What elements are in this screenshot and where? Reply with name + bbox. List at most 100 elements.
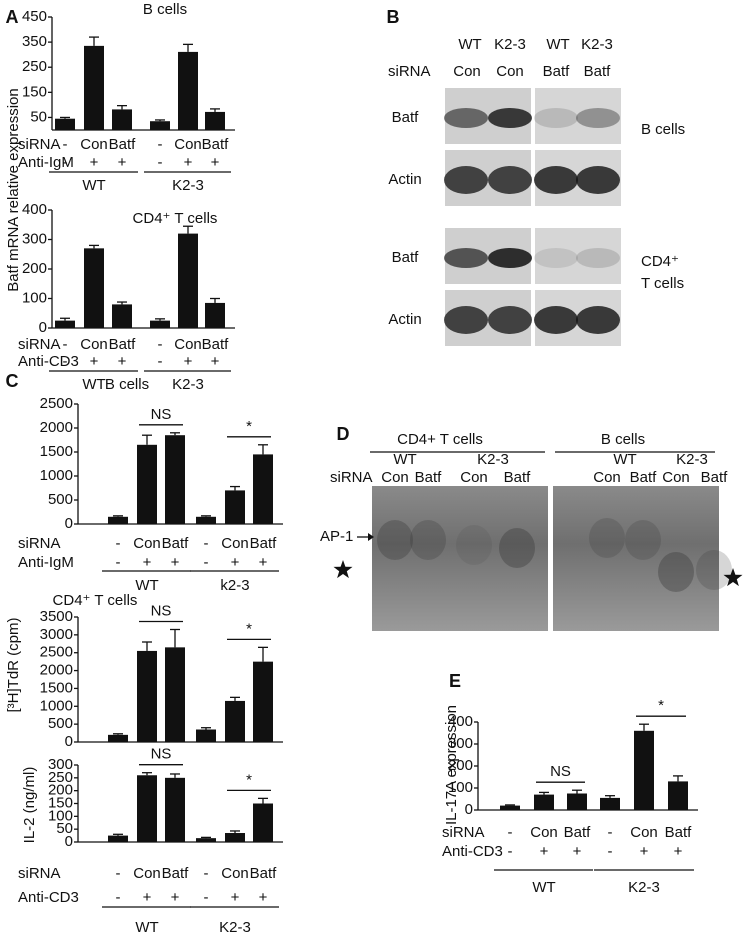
category-label: Batf (665, 824, 693, 841)
arrow-head (368, 533, 374, 541)
y-tick-label: 0 (39, 319, 47, 336)
y-tick-label: 400 (22, 201, 47, 218)
y-tick-label: 200 (22, 260, 47, 277)
treatment-label: + (211, 154, 220, 171)
blot-band (534, 166, 578, 194)
column-label: Batf (504, 469, 532, 486)
y-tick-label: 150 (48, 794, 73, 811)
blot-band (488, 166, 532, 194)
bar (108, 734, 128, 742)
category-label: Batf (250, 865, 278, 882)
row-label: siRNA (18, 865, 61, 882)
category-label: Batf (109, 336, 137, 353)
blot-band (444, 166, 488, 194)
bar (668, 781, 688, 810)
column-label: WT (613, 451, 636, 468)
group-label: WT (135, 577, 158, 594)
column-label: WT (546, 36, 569, 53)
y-tick-label: 0 (65, 515, 73, 532)
treatment-label: - (158, 353, 163, 370)
y-tick-label: 50 (56, 820, 73, 837)
blot-band (488, 248, 532, 268)
column-label: Batf (543, 63, 571, 80)
group-label: k2-3 (220, 577, 249, 594)
treatment-label: + (231, 554, 240, 571)
row-label: siRNA (18, 136, 61, 153)
row-label: Anti-CD3 (18, 353, 79, 370)
category-label: - (158, 136, 163, 153)
treatment-label: + (573, 843, 582, 860)
y-tick-label: 200 (48, 782, 73, 799)
treatment-label: + (640, 843, 649, 860)
bar (225, 833, 245, 842)
y-axis-label: IL-2 (ng/ml) (21, 767, 38, 844)
bar (205, 302, 225, 328)
category-label: - (204, 865, 209, 882)
group-label: K2-3 (219, 919, 251, 936)
blot-band (534, 306, 578, 334)
column-label: Batf (630, 469, 658, 486)
bar (567, 793, 587, 810)
group-label: K2-3 (628, 879, 660, 896)
column-label: Con (496, 63, 524, 80)
treatment-label: - (63, 154, 68, 171)
treatment-label: - (63, 353, 68, 370)
bar (500, 805, 520, 810)
y-tick-label: 300 (448, 735, 473, 752)
star (333, 560, 353, 579)
gel-band (625, 520, 661, 560)
bar (108, 516, 128, 524)
treatment-label: + (90, 353, 99, 370)
gel-band (377, 520, 413, 560)
category-label: Con (80, 136, 108, 153)
column-label: Con (460, 469, 488, 486)
column-label: K2-3 (581, 36, 613, 53)
category-label: Con (133, 535, 161, 552)
bar (253, 454, 273, 524)
bar (84, 248, 104, 328)
y-tick-label: 3000 (40, 626, 73, 643)
y-tick-label: 2500 (40, 644, 73, 661)
marker-label: AP-1 (320, 528, 353, 545)
category-label: - (63, 336, 68, 353)
significance-label: NS (151, 406, 172, 423)
treatment-label: - (508, 843, 513, 860)
y-tick-label: 150 (22, 83, 47, 100)
column-label: Con (453, 63, 481, 80)
column-label: K2-3 (676, 451, 708, 468)
bar (55, 320, 75, 328)
significance-label: NS (151, 602, 172, 619)
y-tick-label: 50 (30, 108, 47, 125)
group-label: WT (135, 919, 158, 936)
bar (178, 233, 198, 328)
significance-label: * (246, 620, 252, 637)
row-label: siRNA (18, 535, 61, 552)
treatment-label: + (143, 554, 152, 571)
bar (178, 51, 198, 130)
treatment-label: - (158, 154, 163, 171)
column-label: Batf (701, 469, 729, 486)
category-label: Batf (250, 535, 278, 552)
y-tick-label: 500 (48, 715, 73, 732)
y-tick-label: 300 (48, 756, 73, 773)
column-label: Batf (584, 63, 612, 80)
category-label: - (63, 136, 68, 153)
y-tick-label: 0 (65, 833, 73, 850)
row-label: Anti-IgM (18, 154, 74, 171)
y-axis-label: Batf mRNA relative expression (5, 88, 22, 291)
cell-type-label: CD4⁺ (641, 253, 679, 270)
treatment-label: - (204, 554, 209, 571)
bar (137, 444, 157, 524)
y-tick-label: 1500 (40, 679, 73, 696)
blot-band (534, 248, 578, 268)
star (723, 568, 743, 587)
treatment-label: + (259, 554, 268, 571)
y-tick-label: 0 (65, 733, 73, 750)
panel-label: B (387, 7, 400, 27)
category-label: Batf (202, 336, 230, 353)
panel-label: E (449, 671, 461, 691)
category-label: - (158, 336, 163, 353)
column-label: Batf (415, 469, 443, 486)
y-axis-label: [³H]TdR (cpm) (5, 618, 22, 713)
